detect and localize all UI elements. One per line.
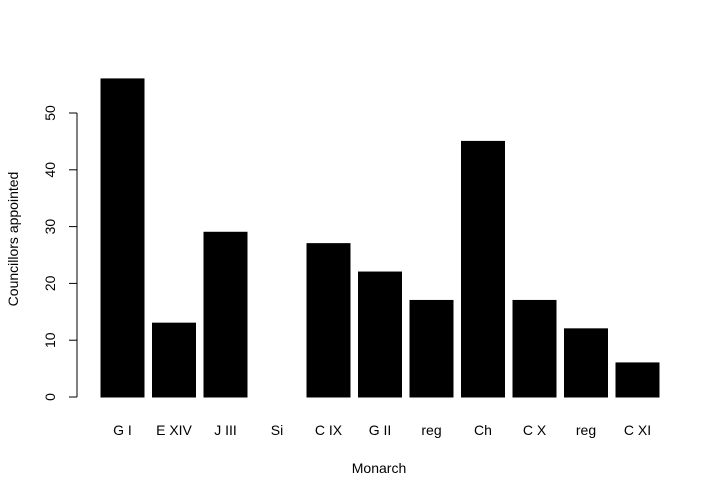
bar — [358, 271, 402, 398]
bar — [564, 328, 608, 398]
y-tick-label: 10 — [42, 332, 58, 348]
y-tick-label: 20 — [42, 275, 58, 291]
y-axis-title: Councillors appointed — [5, 172, 21, 307]
x-axis-title: Monarch — [352, 460, 406, 476]
x-tick-label: J III — [214, 422, 237, 438]
bar — [152, 322, 196, 398]
x-tick-label: C IX — [315, 422, 343, 438]
x-tick-label: C X — [523, 422, 547, 438]
bar — [461, 140, 505, 398]
bar — [306, 243, 351, 398]
y-tick-label: 30 — [42, 219, 58, 235]
x-tick-label: Si — [271, 422, 283, 438]
y-tick-label: 40 — [42, 162, 58, 178]
y-axis: 0 10 20 30 40 50 — [42, 105, 78, 401]
x-tick-label: G I — [113, 422, 132, 438]
bar — [203, 231, 248, 398]
bar — [409, 299, 454, 398]
y-tick-label: 50 — [42, 105, 58, 121]
x-tick-label: E XIV — [156, 422, 192, 438]
bar — [512, 299, 557, 398]
x-tick-labels: G I E XIV J III Si C IX G II reg Ch C X reg C XI — [113, 422, 651, 438]
y-tick-label: 0 — [42, 393, 58, 401]
bars — [100, 78, 660, 398]
x-tick-label: G II — [369, 422, 392, 438]
x-tick-label: reg — [421, 422, 441, 438]
x-tick-label: reg — [576, 422, 596, 438]
bar — [100, 78, 145, 398]
bar — [615, 362, 660, 398]
x-tick-label: C XI — [624, 422, 651, 438]
x-tick-label: Ch — [474, 422, 492, 438]
